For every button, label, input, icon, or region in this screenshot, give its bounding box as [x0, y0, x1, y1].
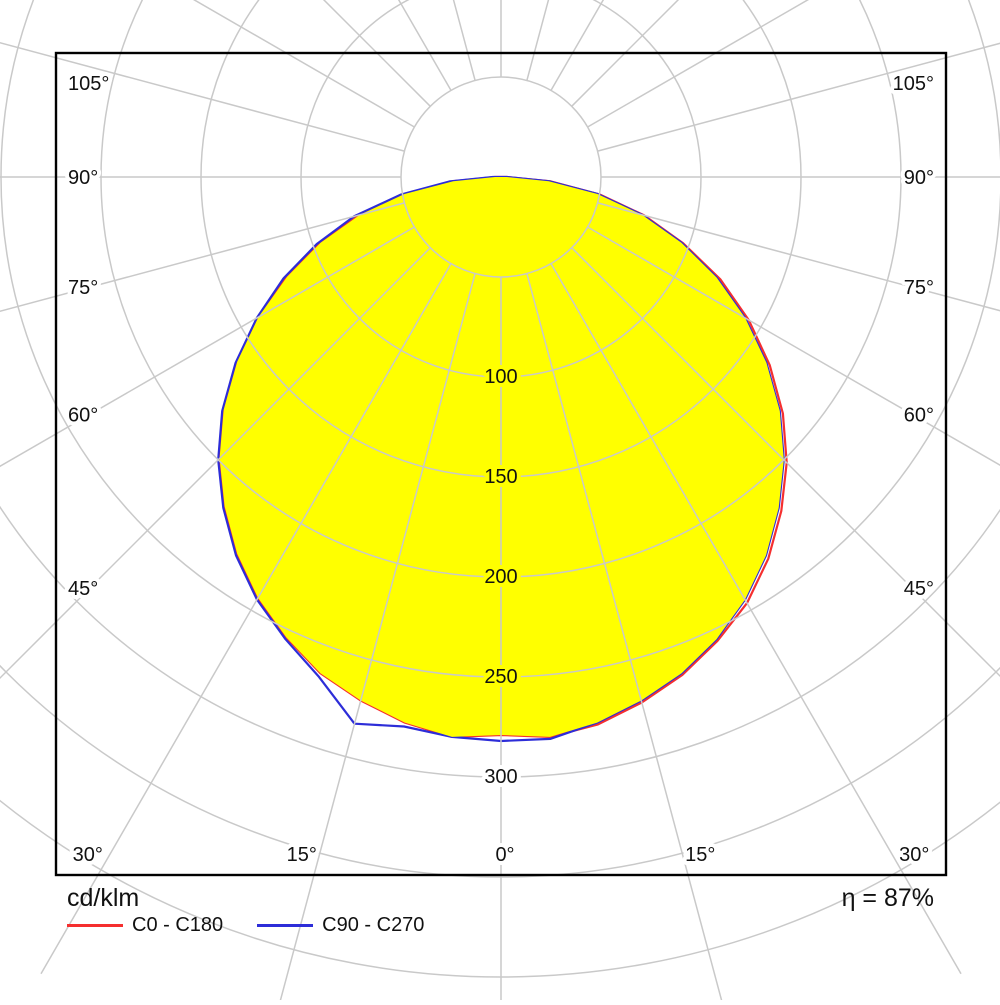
grid-ray — [571, 0, 680, 107]
grid-ray — [0, 41, 405, 152]
angle-label-left: 60° — [68, 404, 98, 426]
grid-ray — [0, 202, 405, 313]
radial-tick-label: 200 — [484, 566, 517, 588]
angle-label-right: 90° — [904, 167, 934, 189]
grid-ray — [571, 247, 1000, 678]
angle-label-right: 45° — [904, 578, 934, 600]
c90-line-swatch-icon — [257, 923, 314, 927]
angle-label-bottom: 30° — [899, 844, 929, 866]
legend-item-c90: C90 - C270 — [257, 914, 424, 936]
grid-ray — [550, 263, 962, 975]
grid-ray — [40, 263, 452, 975]
grid-ray — [0, 247, 431, 680]
radial-tick-label: 100 — [484, 366, 517, 388]
c0-line-swatch-icon — [67, 923, 123, 927]
angle-label-right: 105° — [893, 73, 934, 95]
grid-ray — [0, 226, 415, 468]
angle-label-left: 90° — [68, 167, 98, 189]
grid-ray — [526, 273, 724, 1005]
efficiency-label: η = 87% — [841, 884, 934, 912]
plot-frame — [54, 51, 948, 877]
angle-label-bottom: 30° — [73, 844, 103, 866]
legend-label-c90: C90 - C270 — [322, 914, 425, 936]
grid-ray — [192, 0, 415, 128]
axis-labels: 100 150 200 250 300 105° 105° 90° 90° 75° 75° 60° 60… — [64, 69, 938, 870]
angle-label-bottom: 15° — [287, 844, 317, 866]
grid-ray — [597, 202, 1000, 312]
grid-ray — [322, 0, 431, 107]
grid-ray — [587, 0, 810, 128]
units-label: cd/klm — [67, 884, 140, 912]
angle-label-right: 75° — [904, 277, 934, 299]
angle-label-left: 45° — [68, 578, 98, 600]
grid-ray — [278, 273, 476, 1005]
radial-tick-label: 150 — [484, 466, 517, 488]
legend: C0 - C180 C90 - C270 — [67, 914, 424, 936]
radial-tick-label: 300 — [484, 766, 517, 788]
angle-label-bottom: 15° — [685, 844, 715, 866]
angle-label-left: 105° — [68, 73, 109, 95]
angle-label-right: 60° — [904, 404, 934, 426]
legend-label-c0: C0 - C180 — [132, 914, 224, 936]
legend-item-c0: C0 - C180 — [67, 914, 223, 936]
angle-label-bottom: 0° — [495, 844, 514, 866]
angle-label-left: 75° — [68, 277, 98, 299]
grid-ray — [587, 226, 1000, 466]
grid-ray — [597, 42, 1000, 152]
radial-tick-label: 250 — [484, 666, 517, 688]
